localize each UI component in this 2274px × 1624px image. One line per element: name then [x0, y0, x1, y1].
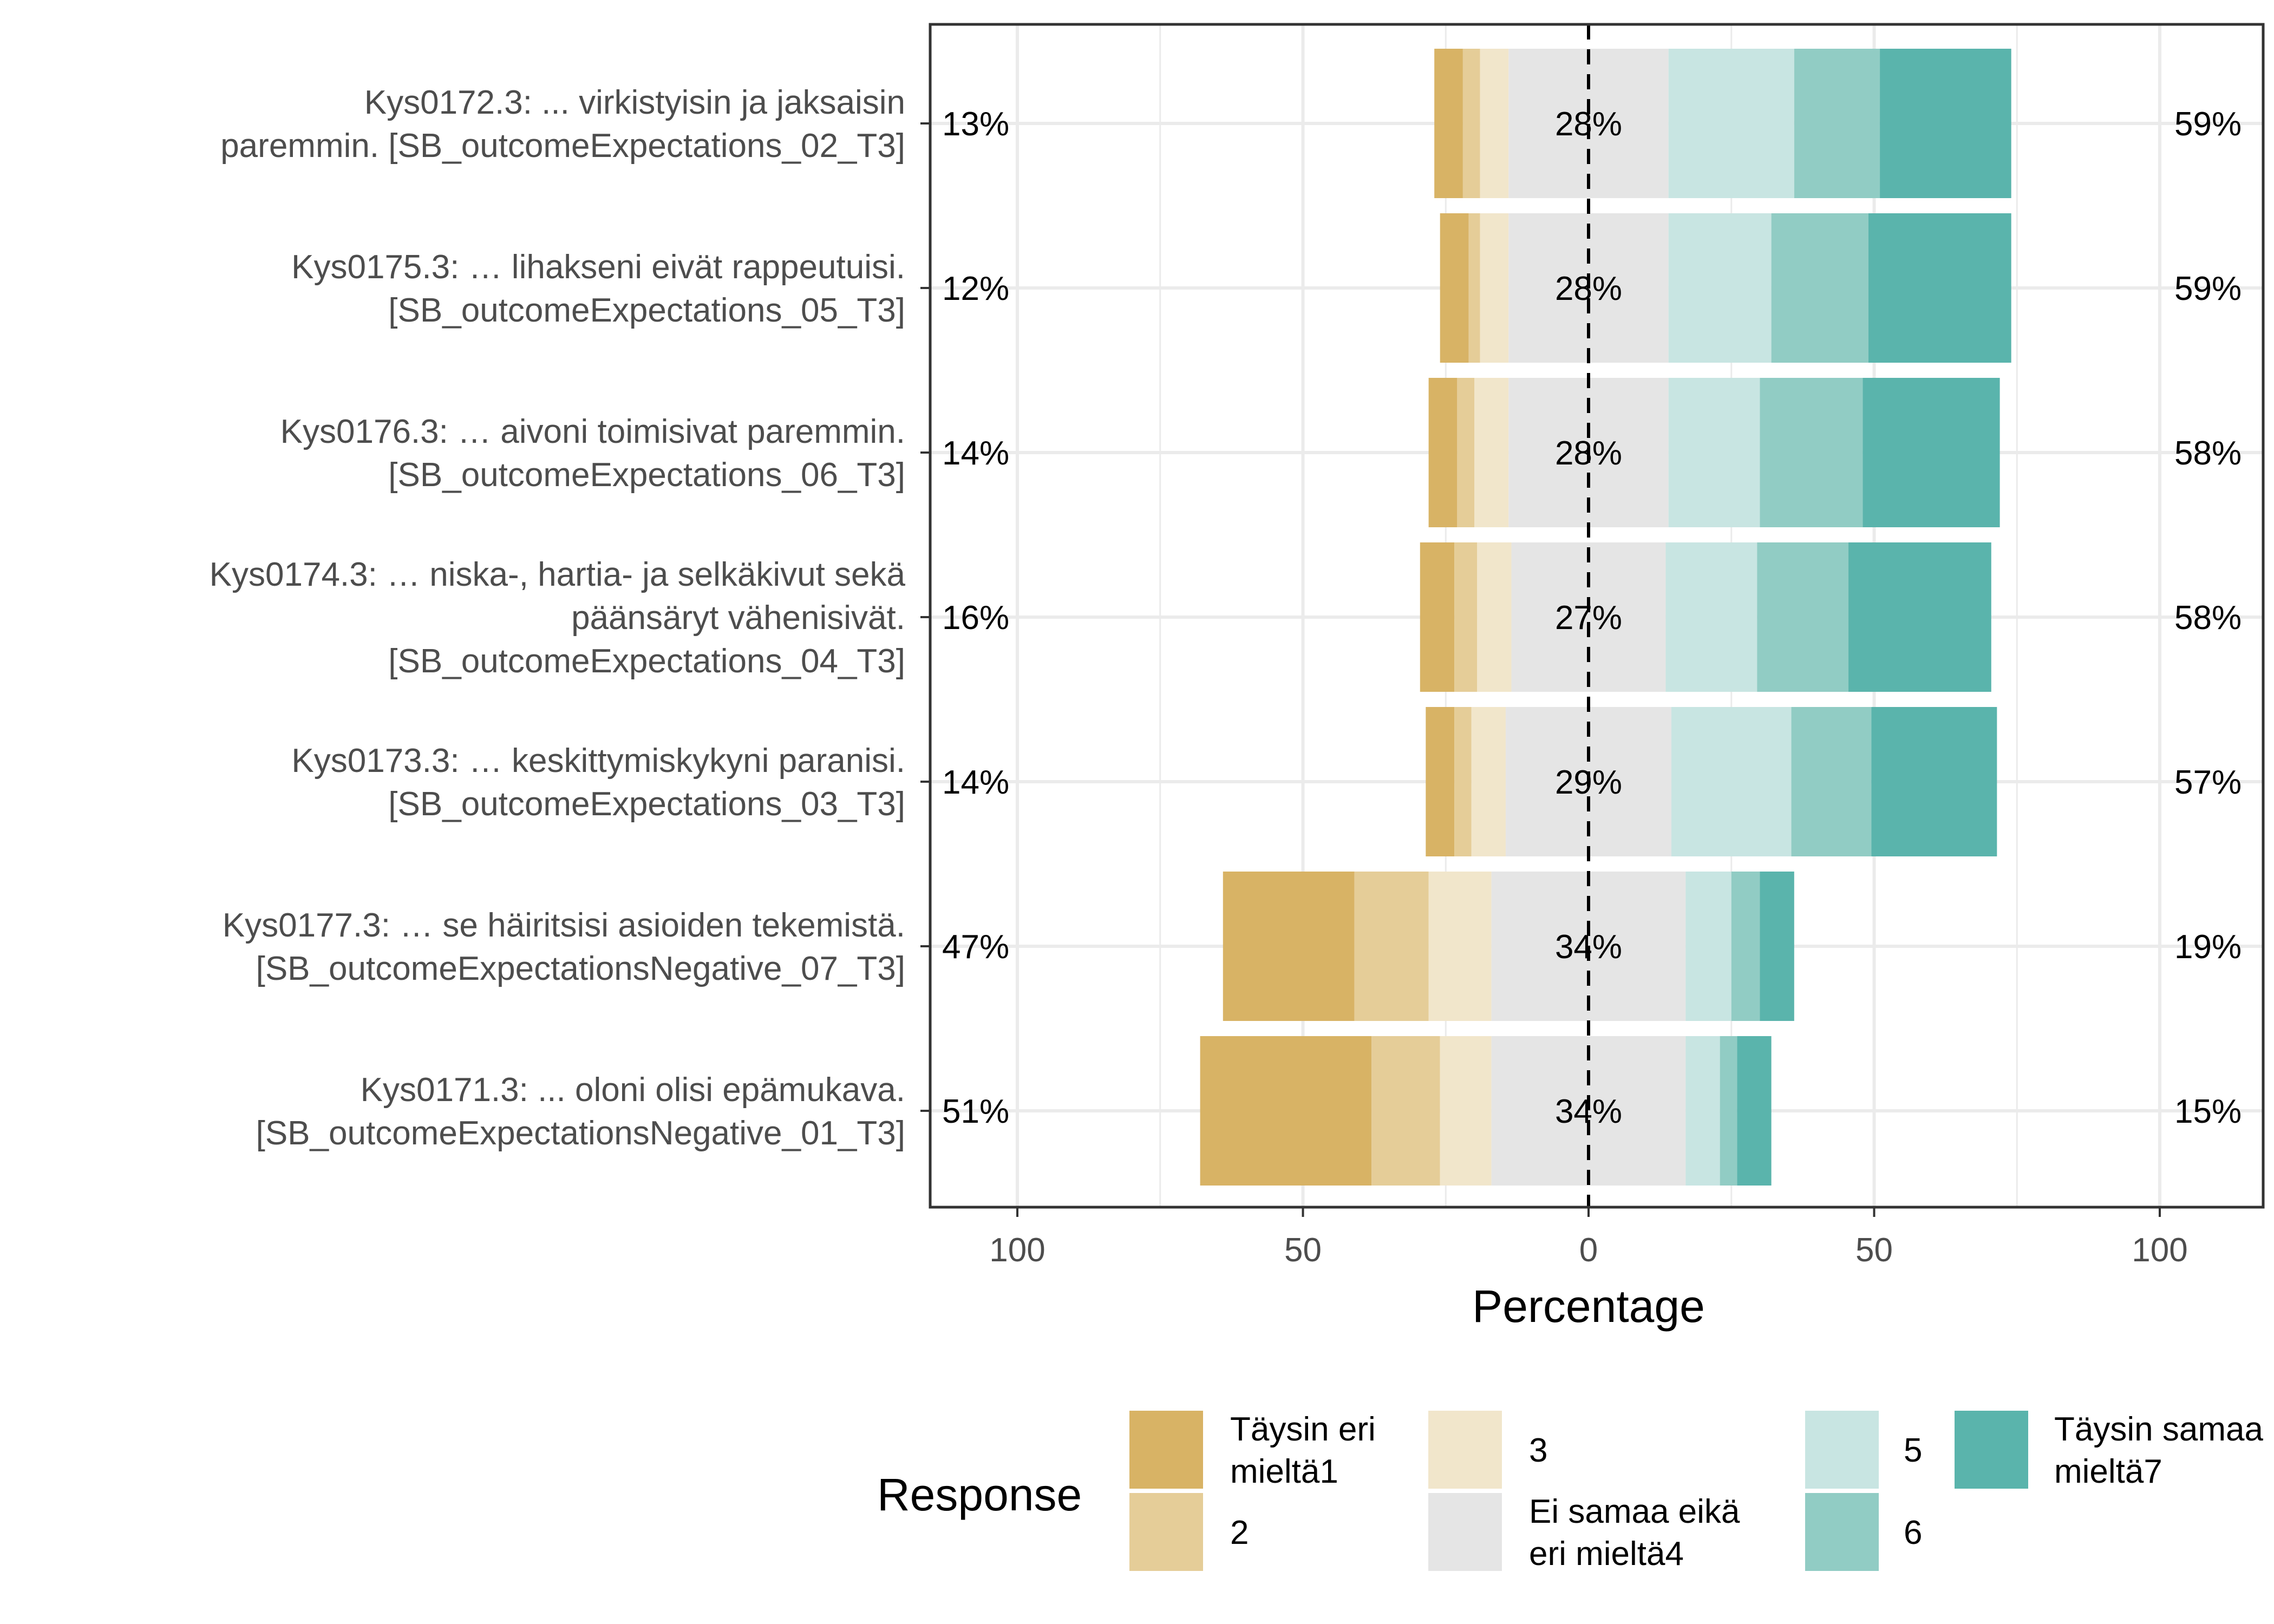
high-percent-label: 15% — [2174, 1093, 2242, 1130]
y-axis-label: Kys0172.3: ... virkistyisin ja jaksaisin… — [220, 84, 905, 165]
bar-segment — [1791, 707, 1872, 856]
legend-label: 5 — [1904, 1432, 1922, 1469]
bar-segment — [1354, 872, 1429, 1021]
bar-segment — [1468, 213, 1480, 363]
bar-segment — [1685, 1036, 1720, 1186]
bar-segment — [1868, 213, 2011, 363]
bar-segment — [1477, 542, 1512, 692]
y-axis-label: Kys0176.3: … aivoni toimisivat paremmin.… — [280, 413, 905, 494]
high-percent-label: 19% — [2174, 928, 2242, 966]
bar-segment — [1428, 378, 1458, 527]
bar-segment — [1371, 1036, 1440, 1186]
bar-segment — [1760, 872, 1794, 1021]
high-percent-label: 57% — [2174, 764, 2242, 801]
legend-label: Täysin eri mieltä1 — [1230, 1411, 1376, 1490]
bar-segment — [1720, 1036, 1737, 1186]
y-axis-label: Kys0173.3: … keskittymiskykyni paranisi.… — [291, 742, 905, 823]
bar-segment — [1848, 542, 1991, 692]
bar-segment — [1428, 872, 1492, 1021]
bar-segment — [1871, 707, 1997, 856]
x-tick-label: 0 — [1579, 1232, 1598, 1269]
bar-segment — [1668, 49, 1794, 198]
legend-key — [1129, 1493, 1203, 1571]
legend-key — [1955, 1411, 2028, 1489]
y-axis-label: Kys0177.3: … se häiritsisi asioiden teke… — [223, 907, 905, 987]
legend-label: 2 — [1230, 1514, 1249, 1551]
plot-border — [929, 23, 2265, 1209]
bar-segment — [1434, 49, 1463, 198]
bar-segment — [1480, 49, 1509, 198]
legend-key — [1428, 1493, 1502, 1571]
bar-segment — [1462, 49, 1480, 198]
low-percent-label: 16% — [942, 599, 1009, 637]
low-percent-label: 12% — [942, 270, 1009, 307]
bar-segment — [1420, 542, 1455, 692]
legend-label: 3 — [1529, 1432, 1547, 1469]
y-axis-label: Kys0175.3: … lihakseni eivät rappeutuisi… — [291, 248, 905, 329]
high-percent-label: 58% — [2174, 435, 2242, 472]
high-percent-label: 58% — [2174, 599, 2242, 637]
x-tick-label: 50 — [1855, 1232, 1893, 1269]
label-layer: 13% 28% 59%12% 28% 59%14% 28% 58%16% 27% 58%14% 2… — [929, 23, 2265, 1209]
bar-segment — [1223, 872, 1355, 1021]
bar-segment — [1794, 49, 1880, 198]
bar-segment — [1474, 378, 1509, 527]
low-percent-label: 14% — [942, 764, 1009, 801]
low-percent-label: 47% — [942, 928, 1009, 966]
x-axis-title: Percentage — [1472, 1281, 1705, 1332]
bar-segment — [1511, 542, 1666, 692]
bar-segment — [1737, 1036, 1772, 1186]
legend-key — [1428, 1411, 1502, 1489]
legend-label: Täysin samaa mieltä7 — [2054, 1411, 2263, 1490]
bar-segment — [1671, 707, 1792, 856]
x-tick-label: 50 — [1284, 1232, 1322, 1269]
bar-segment — [1454, 707, 1472, 856]
x-tick-label: 100 — [2132, 1232, 2187, 1269]
bar-segment — [1454, 542, 1478, 692]
high-percent-label: 59% — [2174, 270, 2242, 307]
bar-segment — [1471, 707, 1506, 856]
legend: Response Täysin eri mieltä1 2 3 Ei samaa eik… — [877, 1411, 2263, 1573]
bar-segment — [1757, 542, 1849, 692]
legend-title: Response — [877, 1469, 1082, 1520]
low-percent-label: 14% — [942, 435, 1009, 472]
legend-key — [1129, 1411, 1203, 1489]
bar-segment — [1771, 213, 1868, 363]
high-percent-label: 59% — [2174, 106, 2242, 143]
low-percent-label: 51% — [942, 1093, 1009, 1130]
legend-label: Ei samaa eikä eri mieltä4 — [1529, 1493, 1740, 1573]
bar-segment — [1426, 707, 1455, 856]
axis-layer: Percentage Kys0172.3: ... virkistyisin j… — [210, 84, 2188, 1332]
bar-segment — [1668, 378, 1760, 527]
bar-segment — [1457, 378, 1474, 527]
bar-segment — [1685, 872, 1731, 1021]
legend-key — [1805, 1493, 1879, 1571]
bar-segment — [1760, 378, 1863, 527]
y-axis-label: Kys0171.3: ... oloni olisi epämukava. [SB… — [256, 1071, 905, 1152]
low-percent-label: 13% — [942, 106, 1009, 143]
bar-segment — [1508, 49, 1669, 198]
bar-segment — [1200, 1036, 1372, 1186]
bar-segment — [1440, 1036, 1492, 1186]
bar-segment — [1440, 213, 1469, 363]
bar-segment — [1880, 49, 2011, 198]
legend-label: 6 — [1904, 1514, 1922, 1551]
x-tick-label: 100 — [989, 1232, 1045, 1269]
y-axis-label: Kys0174.3: … niska-, hartia- ja selkäkiv… — [210, 556, 906, 680]
legend-key — [1805, 1411, 1879, 1489]
bar-segment — [1731, 872, 1760, 1021]
bar-segment — [1480, 213, 1509, 363]
bar-segment — [1668, 213, 1772, 363]
bar-segment — [1863, 378, 2000, 527]
bar-segment — [1665, 542, 1757, 692]
bar-segment — [1491, 1036, 1686, 1186]
